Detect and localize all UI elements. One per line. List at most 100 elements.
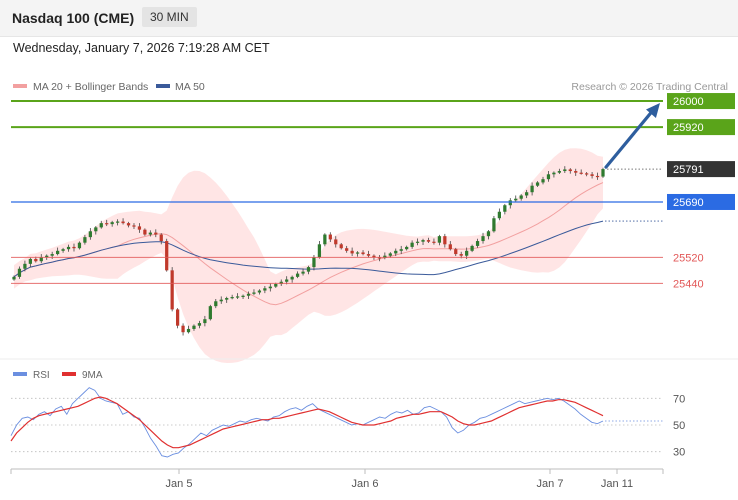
candle-body — [410, 242, 414, 247]
candle — [443, 233, 447, 248]
candle — [263, 285, 267, 294]
candle-body — [45, 255, 49, 258]
candle — [72, 243, 76, 252]
candle-body — [601, 169, 605, 177]
candle — [17, 266, 22, 279]
candle — [230, 294, 234, 300]
candle — [197, 320, 202, 329]
x-axis: Jan 5 Jan 6 Jan 7 Jan 11 — [10, 469, 664, 490]
candle-body — [399, 249, 403, 251]
candle — [497, 208, 502, 221]
candle-body — [263, 288, 267, 291]
candle-body — [355, 252, 360, 254]
candle — [88, 228, 92, 240]
candle-body — [350, 250, 354, 254]
candle-body — [132, 225, 136, 227]
candle-body — [481, 236, 485, 242]
candle — [481, 232, 485, 244]
rsi-level-label: 50 — [673, 420, 685, 432]
candle-body — [148, 232, 152, 235]
candle — [410, 240, 414, 249]
candle — [252, 289, 256, 296]
candle-body — [99, 223, 103, 228]
candle-body — [557, 171, 561, 173]
candle-body — [306, 267, 311, 272]
candle — [323, 233, 327, 247]
candle — [306, 265, 311, 275]
candle-body — [372, 255, 376, 258]
candle-body — [301, 271, 305, 274]
candle-body — [454, 249, 458, 255]
candle — [110, 220, 114, 227]
candle-body — [137, 226, 142, 230]
candle — [530, 182, 534, 196]
candle — [574, 168, 578, 176]
candle-body — [77, 242, 82, 249]
candle-body — [225, 298, 229, 300]
ma50-legend-label: MA 50 — [175, 81, 205, 93]
candle — [241, 294, 245, 299]
candle — [519, 194, 523, 201]
candle-body — [426, 240, 431, 242]
pivot-tag — [667, 193, 735, 210]
candle-body — [285, 279, 289, 282]
candle — [590, 172, 594, 179]
instrument-title: Nasdaq 100 (CME) — [12, 10, 135, 26]
candle-body — [192, 325, 196, 329]
candle — [557, 168, 561, 174]
candle — [192, 324, 196, 331]
candle-body — [345, 248, 349, 251]
timeframe-badge[interactable]: 30 MIN — [142, 7, 197, 27]
candle-body — [421, 240, 425, 242]
candle-body — [541, 179, 545, 183]
candle — [295, 271, 300, 279]
candle — [214, 299, 218, 309]
candle-body — [61, 249, 65, 251]
candle-body — [34, 258, 38, 262]
candle-body — [563, 169, 567, 172]
candle-body — [121, 221, 125, 224]
candle — [66, 244, 71, 252]
candle-body — [568, 169, 572, 172]
candle — [12, 275, 16, 281]
candle-body — [246, 293, 251, 296]
candle-body — [388, 253, 392, 256]
candle-body — [39, 257, 43, 262]
candle — [470, 244, 474, 253]
candle-body — [546, 174, 551, 180]
candle-body — [115, 221, 120, 223]
candle-body — [274, 284, 278, 287]
candle-body — [334, 239, 338, 245]
candle-body — [72, 246, 76, 249]
candle — [61, 247, 65, 253]
rsi-level-label: 30 — [673, 447, 685, 459]
resistance-1-label: 25920 — [673, 122, 704, 134]
candle-body — [23, 263, 27, 269]
candle — [350, 247, 354, 257]
candle-body — [252, 292, 256, 294]
rsi-ma-legend-swatch — [62, 372, 76, 376]
candle — [121, 218, 125, 225]
candle — [345, 245, 349, 253]
candle-body — [235, 296, 240, 298]
candle — [366, 250, 371, 258]
candle — [541, 176, 545, 185]
candle — [225, 296, 229, 303]
candle-body — [88, 231, 92, 238]
candle — [83, 234, 87, 245]
candle-body — [295, 273, 300, 277]
x-tick-label: Jan 11 — [601, 478, 633, 490]
candle-body — [530, 185, 534, 193]
candle — [317, 241, 322, 259]
candle-body — [154, 232, 158, 235]
candle-body — [56, 250, 60, 255]
candle — [514, 195, 518, 202]
candle-body — [585, 173, 589, 175]
candle-body — [459, 254, 463, 256]
candle — [143, 228, 147, 236]
candle-body — [405, 246, 409, 250]
candle — [432, 238, 436, 245]
candle — [525, 189, 529, 199]
candle-body — [28, 258, 32, 264]
candle-body — [203, 319, 207, 324]
